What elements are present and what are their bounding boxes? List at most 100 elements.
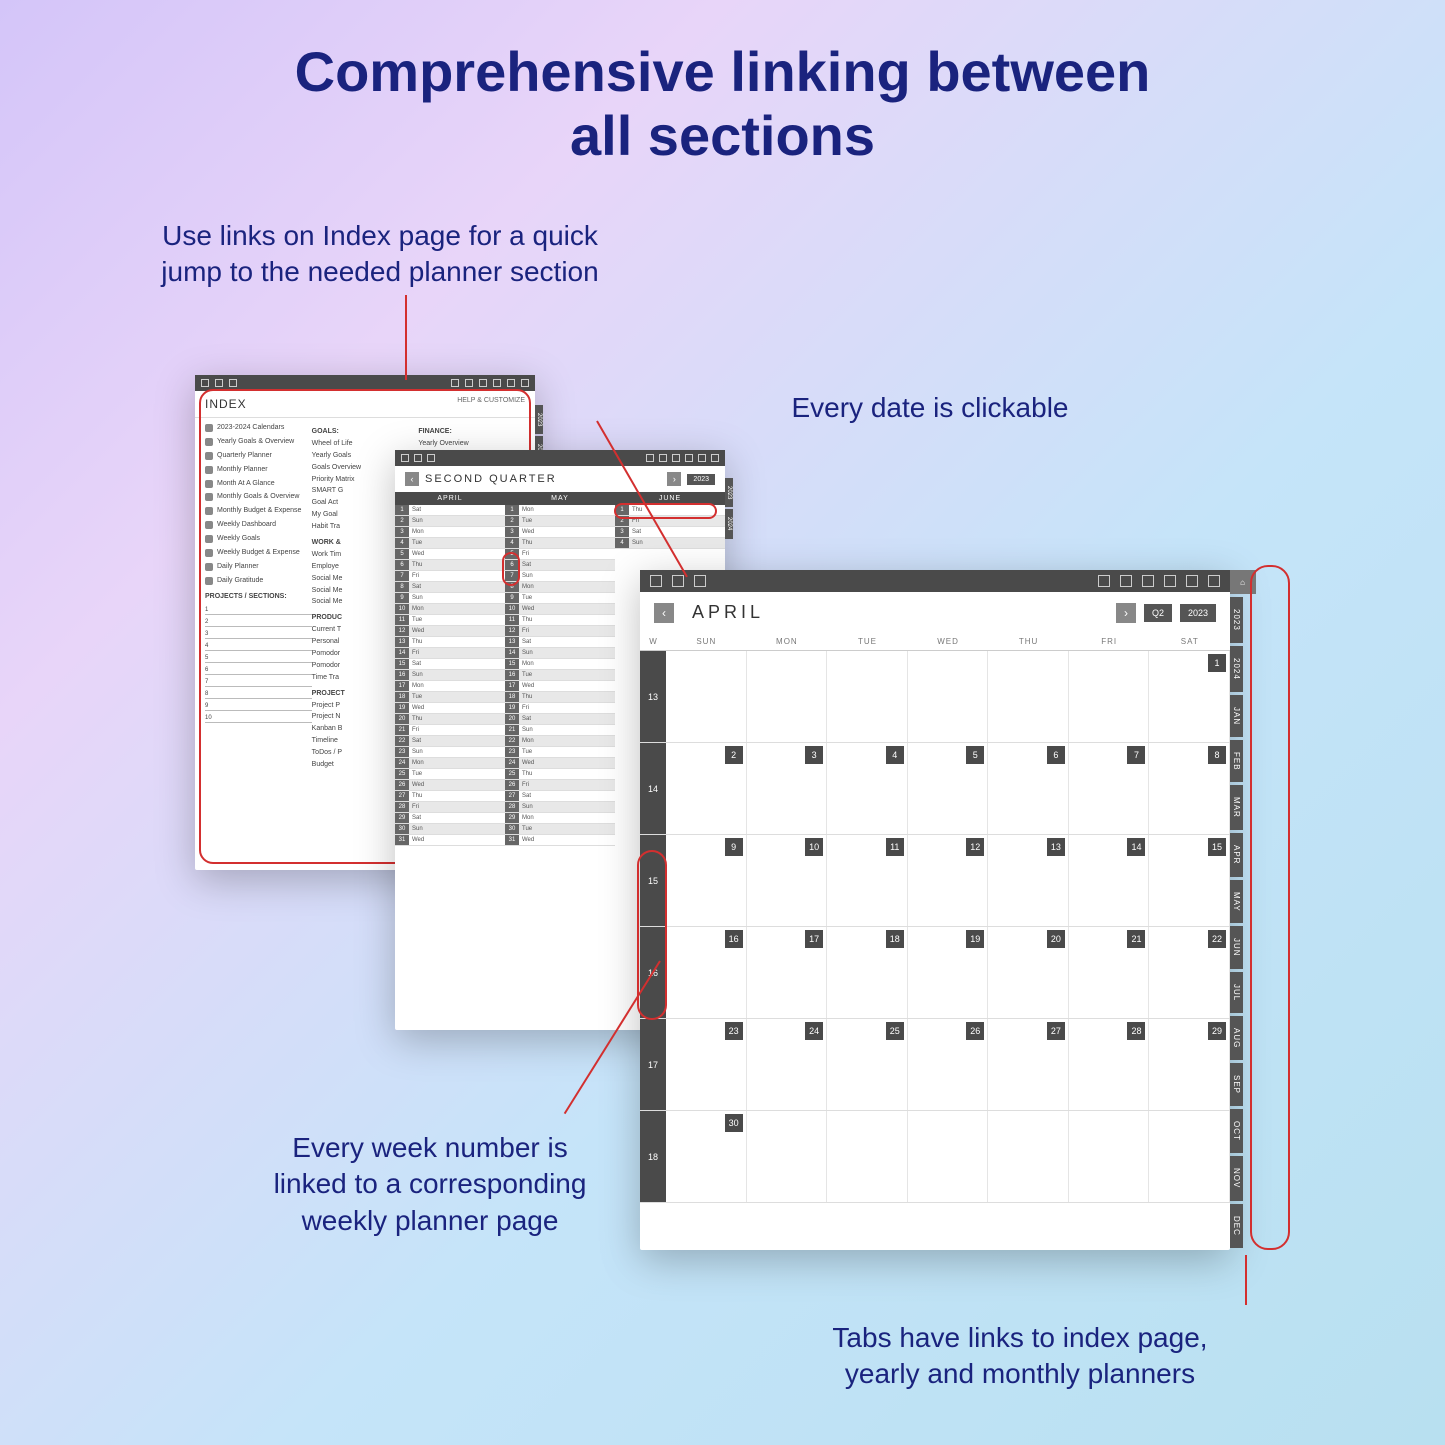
prev-button[interactable]: ‹	[405, 472, 419, 486]
month-tab[interactable]: OCT	[1230, 1109, 1243, 1153]
calendar-cell[interactable]: 22	[1149, 927, 1230, 1018]
nav-icon[interactable]	[215, 379, 223, 387]
index-link[interactable]: Wheel of Life	[312, 438, 419, 450]
project-line[interactable]: 6	[205, 663, 312, 675]
year-tab[interactable]: 2023	[535, 405, 543, 434]
index-link[interactable]: Monthly Planner	[205, 464, 312, 476]
day-row[interactable]: 2Sun	[395, 516, 505, 527]
year-tab[interactable]: 2024	[725, 509, 733, 538]
index-link[interactable]: Weekly Budget & Expense	[205, 547, 312, 559]
day-row[interactable]: 28Fri	[395, 802, 505, 813]
project-line[interactable]: 9	[205, 699, 312, 711]
calendar-cell[interactable]	[747, 1111, 828, 1202]
date-badge[interactable]: 9	[725, 838, 743, 856]
nav-icon[interactable]	[1142, 575, 1154, 587]
index-link[interactable]: 2023-2024 Calendars	[205, 422, 312, 434]
nav-icon[interactable]	[521, 379, 529, 387]
calendar-cell[interactable]	[908, 651, 989, 742]
day-row[interactable]: 1Sat	[395, 505, 505, 516]
day-row[interactable]: 21Fri	[395, 725, 505, 736]
prev-button[interactable]: ‹	[654, 603, 674, 623]
calendar-cell[interactable]: 12	[908, 835, 989, 926]
day-row[interactable]: 23Sun	[395, 747, 505, 758]
nav-icon[interactable]	[465, 379, 473, 387]
date-badge[interactable]: 3	[805, 746, 823, 764]
calendar-cell[interactable]	[1149, 1111, 1230, 1202]
day-row[interactable]: 17Mon	[395, 681, 505, 692]
calendar-cell[interactable]	[1069, 651, 1150, 742]
month-tab[interactable]: MAY	[1230, 880, 1243, 924]
calendar-cell[interactable]	[908, 1111, 989, 1202]
project-line[interactable]: 2	[205, 615, 312, 627]
calendar-cell[interactable]: 24	[747, 1019, 828, 1110]
calendar-cell[interactable]	[827, 1111, 908, 1202]
calendar-cell[interactable]: 17	[747, 927, 828, 1018]
date-badge[interactable]: 14	[1127, 838, 1145, 856]
quarter-badge[interactable]: Q2	[1144, 604, 1172, 622]
day-row[interactable]: 9Tue	[505, 593, 615, 604]
date-badge[interactable]: 1	[1208, 654, 1226, 672]
date-badge[interactable]: 28	[1127, 1022, 1145, 1040]
calendar-cell[interactable]: 5	[908, 743, 989, 834]
day-row[interactable]: 3Mon	[395, 527, 505, 538]
month-tab[interactable]: AUG	[1230, 1016, 1243, 1060]
day-row[interactable]: 6Sat	[505, 560, 615, 571]
day-row[interactable]: 7Fri	[395, 571, 505, 582]
day-row[interactable]: 12Fri	[505, 626, 615, 637]
nav-icon[interactable]	[1120, 575, 1132, 587]
day-row[interactable]: 29Mon	[505, 813, 615, 824]
month-header[interactable]: JUNE	[615, 492, 725, 505]
day-row[interactable]: 13Thu	[395, 637, 505, 648]
date-badge[interactable]: 24	[805, 1022, 823, 1040]
nav-icon[interactable]	[711, 454, 719, 462]
calendar-cell[interactable]	[988, 1111, 1069, 1202]
calendar-cell[interactable]: 21	[1069, 927, 1150, 1018]
project-line[interactable]: 7	[205, 675, 312, 687]
date-badge[interactable]: 19	[966, 930, 984, 948]
day-row[interactable]: 8Mon	[505, 582, 615, 593]
calendar-cell[interactable]: 23	[666, 1019, 747, 1110]
index-link[interactable]: Weekly Goals	[205, 533, 312, 545]
day-row[interactable]: 11Thu	[505, 615, 615, 626]
month-tab[interactable]: NOV	[1230, 1156, 1243, 1200]
calendar-cell[interactable]: 11	[827, 835, 908, 926]
calendar-cell[interactable]	[666, 651, 747, 742]
date-badge[interactable]: 15	[1208, 838, 1226, 856]
date-badge[interactable]: 20	[1047, 930, 1065, 948]
nav-icon[interactable]	[1098, 575, 1110, 587]
date-badge[interactable]: 29	[1208, 1022, 1226, 1040]
month-header[interactable]: APRIL	[395, 492, 505, 505]
week-number[interactable]: 18	[640, 1111, 666, 1202]
project-line[interactable]: 8	[205, 687, 312, 699]
day-row[interactable]: 14Sun	[505, 648, 615, 659]
nav-icon[interactable]	[1186, 575, 1198, 587]
help-link[interactable]: HELP & CUSTOMIZE	[457, 397, 525, 411]
nav-icon[interactable]	[1208, 575, 1220, 587]
index-link[interactable]: Month At A Glance	[205, 478, 312, 490]
nav-icon[interactable]	[659, 454, 667, 462]
day-row[interactable]: 31Wed	[395, 835, 505, 846]
calendar-cell[interactable]: 3	[747, 743, 828, 834]
date-badge[interactable]: 22	[1208, 930, 1226, 948]
nav-icon[interactable]	[1164, 575, 1176, 587]
home-icon[interactable]	[650, 575, 662, 587]
day-row[interactable]: 20Sat	[505, 714, 615, 725]
year-tab[interactable]: 2024	[1230, 646, 1243, 692]
project-line[interactable]: 5	[205, 651, 312, 663]
day-row[interactable]: 4Thu	[505, 538, 615, 549]
day-row[interactable]: 27Thu	[395, 791, 505, 802]
calendar-cell[interactable]: 15	[1149, 835, 1230, 926]
nav-icon[interactable]	[507, 379, 515, 387]
calendar-cell[interactable]: 4	[827, 743, 908, 834]
date-badge[interactable]: 27	[1047, 1022, 1065, 1040]
calendar-cell[interactable]	[1069, 1111, 1150, 1202]
date-badge[interactable]: 23	[725, 1022, 743, 1040]
day-row[interactable]: 10Wed	[505, 604, 615, 615]
calendar-cell[interactable]: 19	[908, 927, 989, 1018]
calendar-cell[interactable]	[747, 651, 828, 742]
date-badge[interactable]: 2	[725, 746, 743, 764]
day-row[interactable]: 5Fri	[505, 549, 615, 560]
day-row[interactable]: 30Tue	[505, 824, 615, 835]
project-line[interactable]: 10	[205, 711, 312, 723]
month-tab[interactable]: SEP	[1230, 1063, 1243, 1106]
